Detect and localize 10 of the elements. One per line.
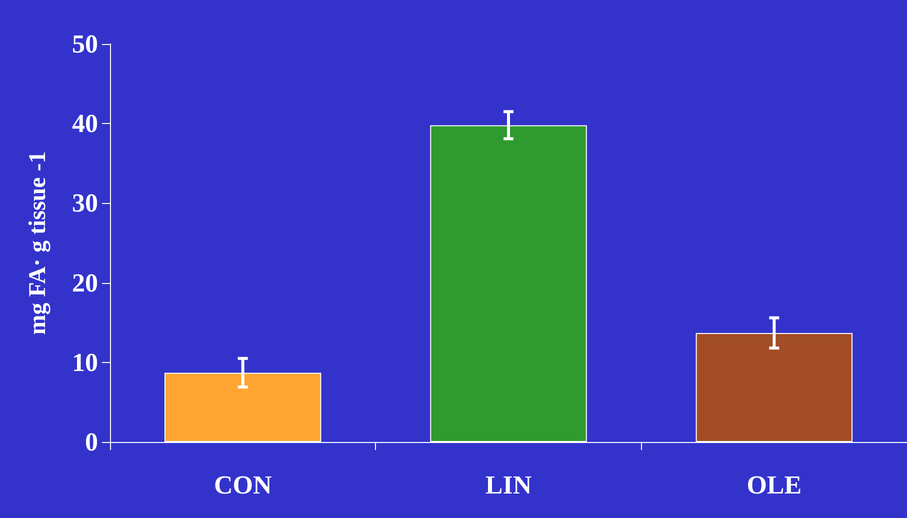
- y-tick-label: 0: [85, 428, 98, 456]
- y-tick-label: 50: [72, 30, 98, 58]
- x-tick-label: CON: [214, 470, 272, 500]
- y-tick-label: 30: [72, 188, 98, 218]
- y-tick-label: 10: [72, 348, 98, 377]
- y-tick-label: 20: [72, 268, 98, 298]
- y-axis-title: mg FA· g tissue -1: [25, 151, 51, 335]
- x-tick-label: LIN: [485, 470, 532, 500]
- x-tick-label: OLE: [746, 470, 802, 500]
- y-tick-label: 40: [72, 109, 98, 138]
